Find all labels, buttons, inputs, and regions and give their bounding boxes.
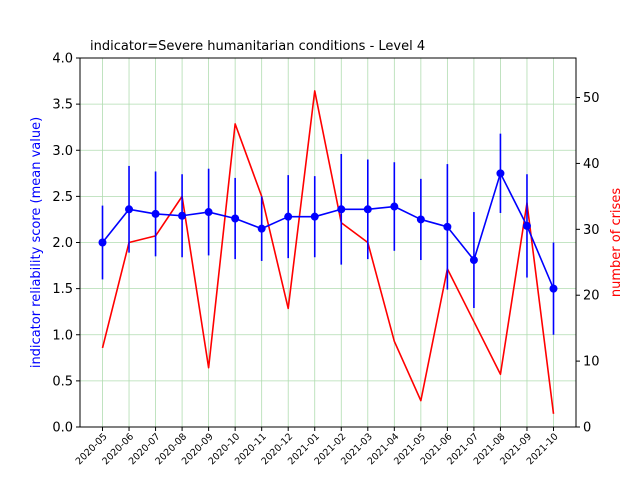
right-axis-ticks: 0 10 20 30 40 50 [576,91,600,436]
reliability-point [151,209,160,218]
right-tick-label: 50 [583,91,600,106]
crises-series [101,90,555,414]
reliability-point [363,205,372,214]
right-tick-label: 30 [583,223,600,238]
reliability-point [496,169,505,178]
reliability-point [337,205,346,214]
right-tick-label: 0 [583,421,591,436]
reliability-point [549,284,558,293]
reliability-point [178,211,187,220]
left-tick-label: 0.0 [52,421,73,436]
reliability-line [101,172,555,289]
right-tick-label: 40 [583,157,600,172]
left-tick-label: 3.5 [52,98,73,113]
left-tick-label: 1.0 [52,328,73,343]
reliability-point [204,208,213,217]
reliability-point [98,238,107,247]
left-tick-label: 3.0 [52,144,73,159]
right-tick-label: 20 [583,289,600,304]
left-tick-label: 0.5 [52,374,73,389]
reliability-point [390,202,399,211]
reliability-point [125,205,134,214]
left-tick-label: 4.0 [52,52,73,67]
reliability-point [416,215,425,224]
left-tick-label: 1.5 [52,282,73,297]
reliability-point [443,222,452,231]
x-axis-ticks: 2020-052020-062020-072020-082020-092020-… [74,427,561,467]
left-axis-label: indicator reliability score (mean value) [29,117,44,368]
left-tick-label: 2.0 [52,236,73,251]
left-tick-label: 2.5 [52,190,73,205]
reliability-point [257,224,266,233]
reliability-point [522,221,531,230]
reliability-point [231,214,240,223]
chart-title: indicator=Severe humanitarian conditions… [90,39,425,54]
right-tick-label: 10 [583,355,600,370]
reliability-point [284,212,293,221]
crises-line [101,90,555,414]
reliability-point [310,212,319,221]
left-axis-ticks: 0.0 0.5 1.0 1.5 2.0 2.5 3.0 3.5 4.0 [52,52,80,436]
right-axis-label: number of crises [609,188,624,297]
reliability-series [98,133,558,335]
reliability-point [469,256,478,265]
